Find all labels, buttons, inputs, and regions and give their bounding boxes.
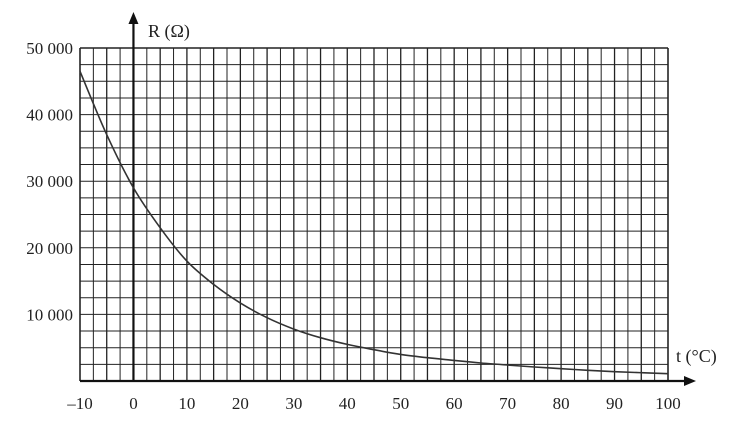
y-axis-label: R (Ω)	[148, 21, 190, 42]
y-tick-label: 50 000	[26, 39, 73, 58]
y-tick-label: 40 000	[26, 106, 73, 125]
x-tick-label: 90	[606, 394, 623, 413]
x-tick-label: 60	[446, 394, 463, 413]
x-tick-label: 10	[178, 394, 195, 413]
y-tick-label: 10 000	[26, 305, 73, 324]
y-tick-label: 30 000	[26, 172, 73, 191]
y-tick-label: 20 000	[26, 239, 73, 258]
x-axis-label: t (°C)	[676, 346, 717, 367]
x-tick-label: 0	[129, 394, 138, 413]
x-tick-label: 30	[285, 394, 302, 413]
x-tick-label: 70	[499, 394, 516, 413]
tick-labels: –10 0 10 20 30 40 50 60 70 80 90 100 10 000 20 000 30 …	[26, 39, 681, 413]
x-tick-label: 100	[655, 394, 681, 413]
y-axis-arrow	[128, 12, 139, 24]
chart-grid	[79, 47, 669, 381]
x-tick-label: –10	[66, 394, 93, 413]
x-tick-label: 20	[232, 394, 249, 413]
x-tick-label: 50	[392, 394, 409, 413]
x-tick-label: 40	[339, 394, 356, 413]
chart-axes	[80, 12, 696, 386]
resistance-curve	[79, 70, 669, 375]
x-axis-arrow	[684, 376, 696, 386]
curve-layer	[79, 70, 669, 375]
x-tick-label: 80	[553, 394, 570, 413]
